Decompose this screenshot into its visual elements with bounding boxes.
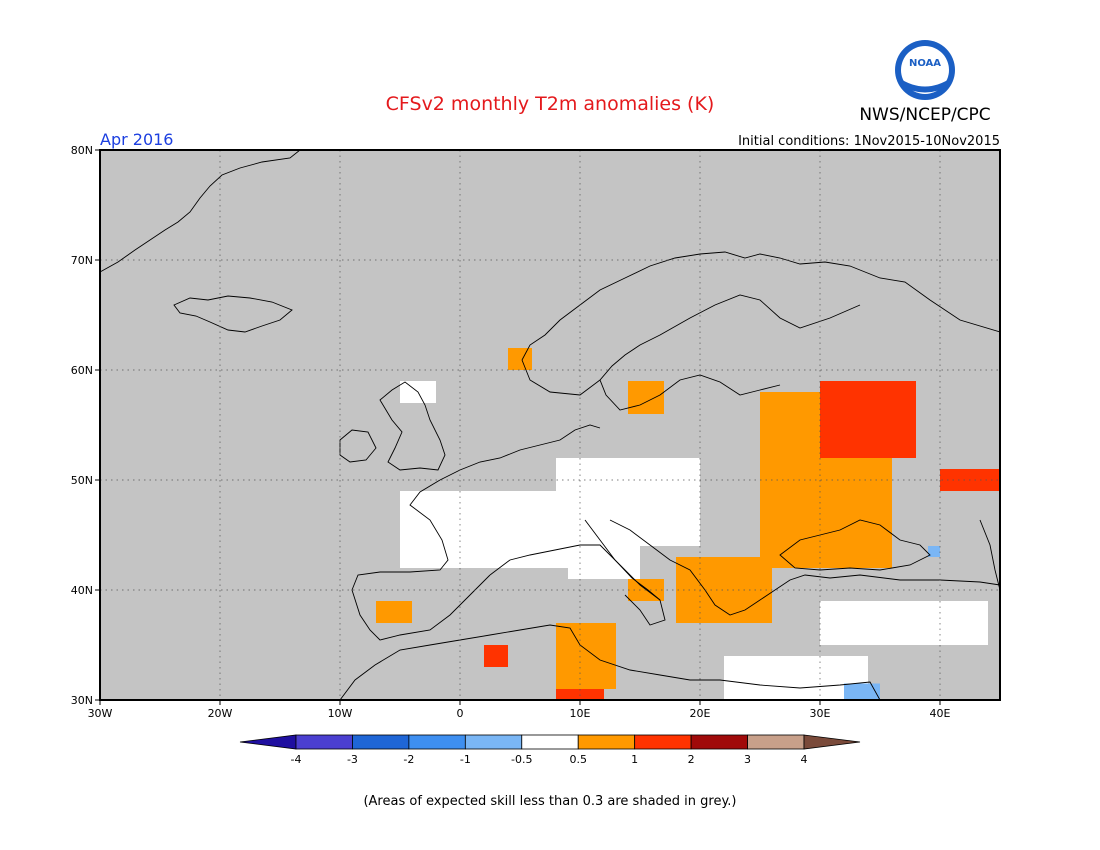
anomaly-region-below-0.5 [928, 546, 940, 557]
lon-tick-label: 30E [810, 707, 831, 720]
map-panel: 30N 40N 50N 60N 70N 80N 30W 20W 10W 0 10E 20E 30E 40… [71, 144, 1001, 720]
lon-tick-label: 20W [208, 707, 233, 720]
colorbar-label: -0.5 [511, 753, 532, 766]
anomaly-region-near-normal [820, 601, 988, 645]
colorbar-segment [352, 734, 410, 750]
initial-conditions-label: Initial conditions: 1Nov2015-10Nov2015 [738, 134, 1000, 149]
map-title: CFSv2 monthly T2m anomalies (K) [386, 93, 715, 115]
lon-tick-label: 10E [570, 707, 591, 720]
noaa-logo: NOAA [895, 40, 955, 100]
colorbar-end-low [239, 734, 297, 750]
colorbar-label: -2 [403, 753, 414, 766]
colorbar-segment [408, 734, 466, 750]
lat-tick-label: 80N [71, 144, 93, 157]
map-frame [99, 149, 1001, 701]
longitude-ticks: 30W 20W 10W 0 10E 20E 30E 40E [88, 700, 951, 720]
colorbar-segment [747, 734, 805, 750]
latitude-ticks: 30N 40N 50N 60N 70N 80N [71, 144, 100, 707]
colorbar-label: 4 [801, 753, 808, 766]
lat-tick-label: 70N [71, 254, 93, 267]
anomaly-region-above-0.5 [628, 381, 664, 414]
anomaly-region-above-0.5 [376, 601, 412, 623]
anomaly-region-above-1 [820, 381, 916, 458]
lon-tick-label: 0 [457, 707, 464, 720]
anomaly-region-below-0.5 [844, 683, 880, 700]
anomaly-region-near-normal [556, 458, 700, 546]
colorbar-segment [521, 734, 579, 750]
colorbar-label: -3 [347, 753, 358, 766]
lon-tick-label: 20E [690, 707, 711, 720]
anomaly-region-near-normal [568, 535, 640, 579]
noaa-logo-text: NOAA [909, 58, 941, 69]
colorbar-label: 2 [688, 753, 695, 766]
lat-tick-label: 30N [71, 694, 93, 707]
graticule [100, 150, 1000, 700]
colorbar-segment [577, 734, 636, 750]
lat-tick-label: 40N [71, 584, 93, 597]
anomaly-region-above-0.5 [676, 557, 772, 623]
colorbar-label: -1 [460, 753, 471, 766]
colorbar: -4 -3 -2 -1 -0.5 0.5 1 2 3 4 [239, 734, 861, 766]
colorbar-segment [464, 734, 523, 750]
colorbar-label: 0.5 [569, 753, 587, 766]
lon-tick-label: 10W [328, 707, 353, 720]
colorbar-label: -4 [291, 753, 302, 766]
agency-label: NWS/NCEP/CPC [859, 105, 990, 125]
lon-tick-label: 30W [88, 707, 113, 720]
colorbar-segment [690, 734, 748, 750]
anomaly-region-above-1 [484, 645, 508, 667]
lat-tick-label: 60N [71, 364, 93, 377]
lat-tick-label: 50N [71, 474, 93, 487]
anomaly-region-above-0.5 [508, 348, 532, 370]
colorbar-segment [295, 734, 353, 750]
lon-tick-label: 40E [930, 707, 951, 720]
anomaly-region-above-0.5 [556, 623, 616, 689]
skill-footnote: (Areas of expected skill less than 0.3 a… [363, 794, 736, 809]
valid-month-label: Apr 2016 [100, 130, 173, 149]
colorbar-label: 1 [631, 753, 638, 766]
colorbar-end-high [803, 734, 861, 750]
colorbar-segment [634, 734, 692, 750]
colorbar-label: 3 [744, 753, 751, 766]
